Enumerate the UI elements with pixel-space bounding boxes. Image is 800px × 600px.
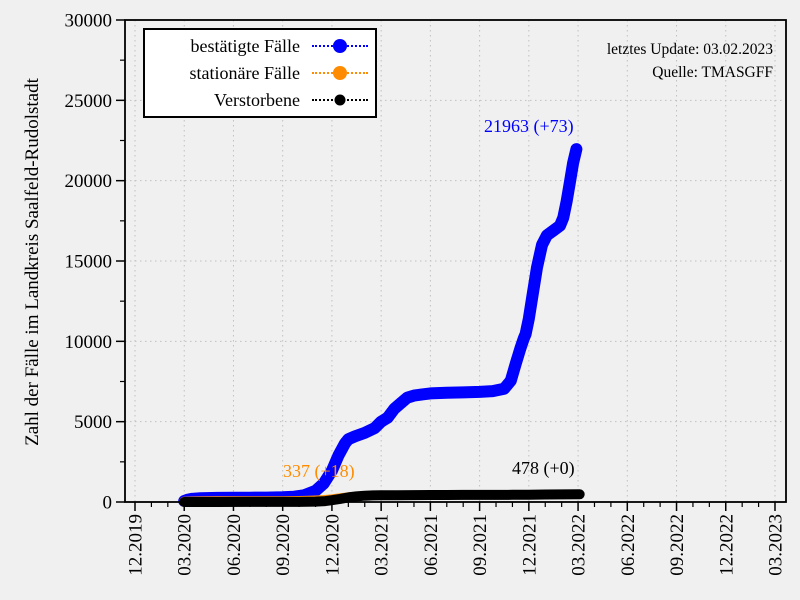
y-tick-label: 5000 [74,412,112,433]
annotation-deaths: 478 (+0) [512,458,575,478]
y-tick-label: 30000 [65,11,113,32]
annotation-confirmed: 21963 (+73) [484,116,574,136]
legend-dot-icon [334,94,346,106]
y-axis-title: Zahl der Fälle im Landkreis Saalfeld-Rud… [22,78,43,446]
x-tick-label: 06.2022 [618,514,639,576]
annotation-hospital: 337 (+18) [283,461,355,481]
x-tick-label: 12.2019 [126,514,147,576]
y-tick-label: 10000 [65,332,113,353]
legend: bestätigte Fälle stationäre Fälle Versto… [143,28,377,118]
series-line [178,143,583,507]
x-tick-label: 12.2020 [322,514,343,576]
legend-label-confirmed: bestätigte Fälle [190,36,300,57]
x-tick-label: 03.2021 [372,514,393,576]
legend-item-deaths: Verstorbene [145,91,375,109]
x-tick-label: 03.2022 [569,514,590,576]
legend-dot-icon [333,65,347,80]
x-tick-label: 03.2020 [175,514,196,576]
y-tick-label: 15000 [65,252,113,273]
legend-marker-deaths [312,92,368,108]
x-tick-label: 06.2021 [421,514,442,576]
legend-item-hospital: stationäre Fälle [145,64,375,82]
update-note: letztes Update: 03.02.2023 Quelle: TMASG… [607,38,773,84]
legend-item-confirmed: bestätigte Fälle [145,37,375,55]
y-tick-label: 25000 [65,91,113,112]
x-tick-label: 03.2023 [765,514,786,576]
x-tick-label: 09.2022 [667,514,688,576]
y-tick-label: 0 [103,493,113,514]
x-tick-label: 06.2020 [224,514,245,576]
y-tick-label: 20000 [65,171,113,192]
legend-dot-icon [333,39,347,54]
legend-label-hospital: stationäre Fälle [189,62,300,83]
x-tick-label: 09.2021 [470,514,491,576]
x-tick-label: 12.2021 [519,514,540,576]
legend-label-deaths: Verstorbene [214,89,300,110]
data-series [178,143,585,507]
x-tick-label: 12.2022 [716,514,737,576]
axis-ticks [116,19,776,511]
update-source: Quelle: TMASGFF [652,64,773,81]
axis-tick-labels: 12.2019 03.2020 06.2020 09.2020 12.2020 03.20… [65,11,787,576]
legend-marker-confirmed [312,38,368,54]
update-date: letztes Update: 03.02.2023 [606,41,773,58]
legend-marker-hospital [312,65,368,81]
x-tick-label: 09.2020 [273,514,294,576]
